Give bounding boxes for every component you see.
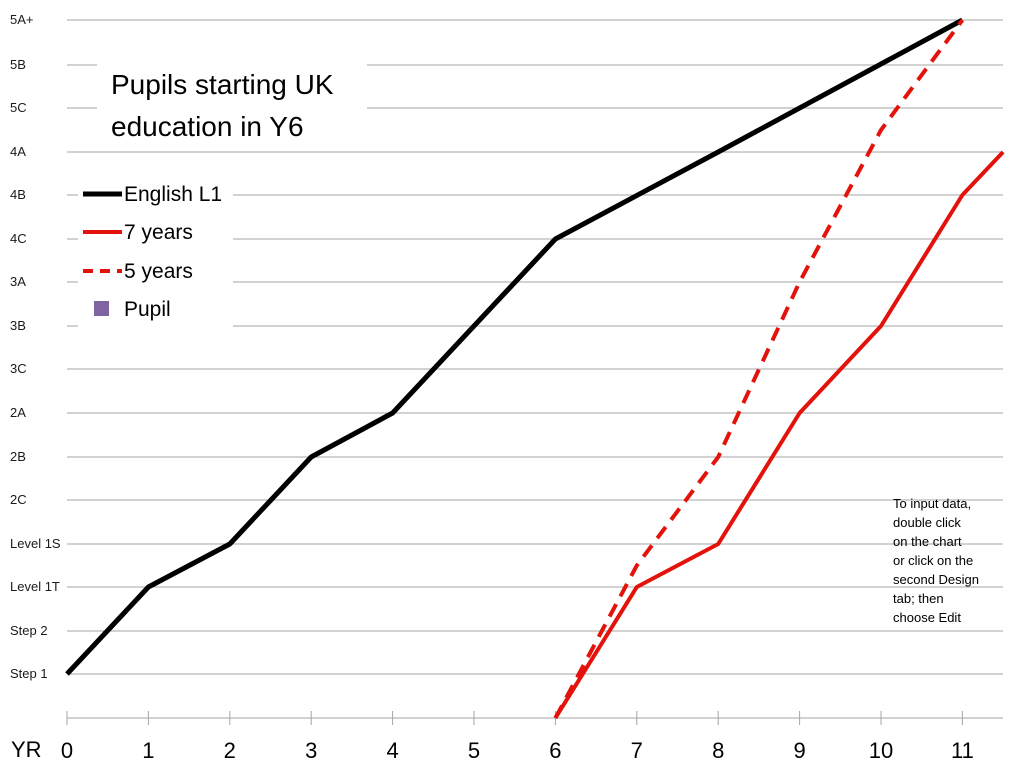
x-tick-label-8: 8	[712, 738, 724, 763]
instruction-line-4: second Design	[893, 572, 979, 587]
y-tick-label-2: Level 1T	[10, 579, 60, 594]
y-tick-label-7: 3C	[10, 361, 27, 376]
x-tick-label-1: 1	[142, 738, 154, 763]
instruction-line-3: or click on the	[893, 553, 973, 568]
y-tick-label-10: 4C	[10, 231, 27, 246]
x-tick-label-6: 6	[549, 738, 561, 763]
instruction-line-1: double click	[893, 515, 961, 530]
y-tick-label-5: 2B	[10, 449, 26, 464]
series-line-5-years	[553, 18, 965, 719]
title-line-2: education in Y6	[111, 111, 304, 142]
y-tick-label-6: 2A	[10, 405, 26, 420]
x-tick-label-7: 7	[631, 738, 643, 763]
x-tick-label-4: 4	[386, 738, 398, 763]
y-tick-label-12: 4A	[10, 144, 26, 159]
y-tick-label-15: 5A+	[10, 12, 34, 27]
instruction-text: To input data, double click on the chart or…	[893, 496, 979, 625]
y-tick-label-11: 4B	[10, 187, 26, 202]
x-tick-label-5: 5	[468, 738, 480, 763]
chart-title: Pupils starting UK education in Y6	[97, 58, 367, 150]
instruction-line-2: on the chart	[893, 534, 962, 549]
y-tick-labels: Step 1 Step 2 Level 1T Level 1S 2C 2B 2A 3C 3B 3A…	[10, 12, 61, 681]
instruction-line-6: choose Edit	[893, 610, 961, 625]
instruction-line-0: To input data,	[893, 496, 971, 511]
title-background	[97, 58, 367, 150]
y-tick-label-3: Level 1S	[10, 536, 61, 551]
y-tick-label-14: 5B	[10, 57, 26, 72]
y-tick-label-9: 3A	[10, 274, 26, 289]
legend-marker-pupil	[94, 301, 109, 316]
legend-label-pupil: Pupil	[124, 298, 171, 321]
y-tick-label-4: 2C	[10, 492, 27, 507]
y-tick-label-13: 5C	[10, 100, 27, 115]
x-tick-label-9: 9	[793, 738, 805, 763]
x-axis-label: YR	[11, 737, 42, 762]
y-tick-label-8: 3B	[10, 318, 26, 333]
x-axis: 0 1 2 3 4 5 6 7 8 9 10 11	[61, 711, 1003, 763]
x-tick-label-10: 10	[869, 738, 893, 763]
instruction-note: To input data, double click on the chart or…	[893, 496, 979, 625]
legend-label-english-l1: English L1	[124, 183, 222, 206]
x-tick-label-11: 11	[951, 738, 974, 763]
title-line-1: Pupils starting UK	[111, 69, 334, 100]
x-tick-label-3: 3	[305, 738, 317, 763]
legend-label-7-years: 7 years	[124, 221, 193, 244]
y-tick-label-1: Step 2	[10, 623, 48, 638]
instruction-line-5: tab; then	[893, 591, 944, 606]
legend: English L1 7 years 5 years Pupil	[78, 172, 233, 328]
y-tick-label-0: Step 1	[10, 666, 48, 681]
x-tick-label-0: 0	[61, 738, 73, 763]
series-lines	[65, 17, 1005, 720]
legend-label-5-years: 5 years	[124, 260, 193, 283]
series-line-english-l1	[65, 17, 964, 676]
series-line-7-years	[553, 150, 1005, 720]
x-tick-label-2: 2	[224, 738, 236, 763]
